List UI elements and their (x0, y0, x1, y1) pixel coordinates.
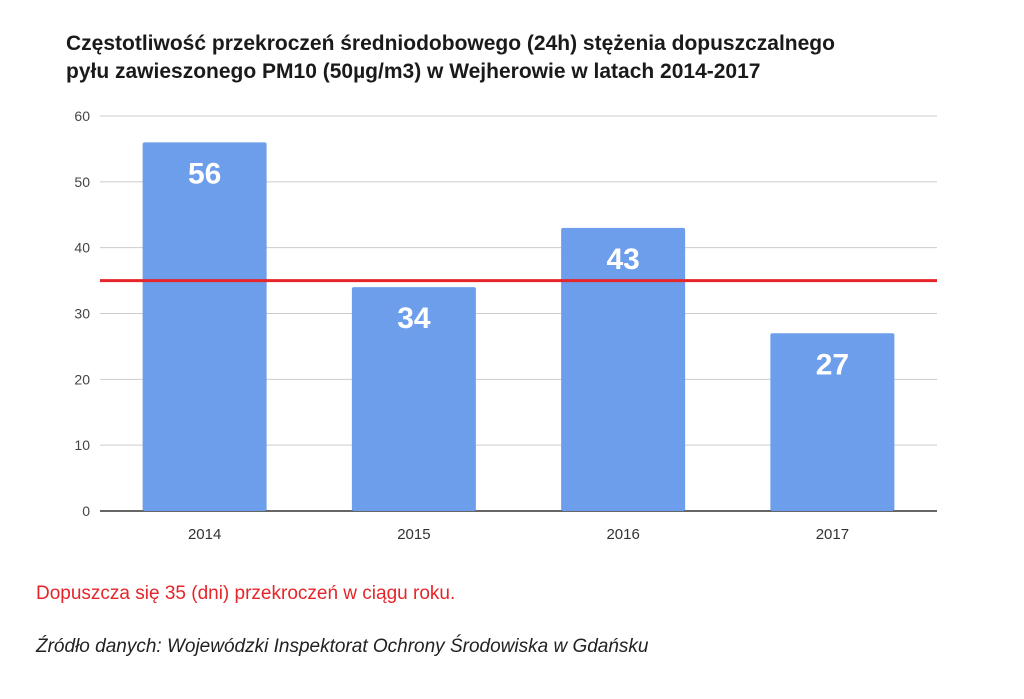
y-tick-label: 0 (82, 503, 90, 519)
data-source: Źródło danych: Wojewódzki Inspektorat Oc… (36, 636, 649, 657)
y-tick-label: 10 (74, 437, 90, 453)
bar (142, 142, 267, 512)
chart-title-line-2: pyłu zawieszonego PM10 (50µg/m3) w Wejhe… (66, 60, 761, 83)
bar (351, 287, 476, 511)
y-tick-label: 60 (74, 108, 90, 124)
y-tick-label: 30 (74, 306, 90, 322)
bar (561, 227, 686, 511)
data-label: 27 (816, 348, 849, 381)
bars: 56 34 43 27 (142, 142, 895, 512)
chart-title: Częstotliwość przekroczeń średniodoboweg… (66, 30, 966, 86)
x-tick-label: 2015 (397, 526, 430, 543)
data-label: 56 (188, 157, 221, 190)
data-label: 43 (606, 243, 639, 276)
threshold-note: Dopuszcza się 35 (dni) przekroczeń w cią… (36, 583, 456, 604)
y-tick-label: 20 (74, 371, 90, 387)
x-axis-ticks: 2014 2015 2016 2017 (188, 526, 849, 543)
bar (770, 333, 895, 511)
y-axis-ticks: 0 10 20 30 40 50 60 (74, 108, 90, 519)
x-tick-label: 2016 (606, 526, 639, 543)
x-tick-label: 2014 (188, 526, 221, 543)
chart-title-line-1: Częstotliwość przekroczeń średniodoboweg… (66, 32, 835, 55)
x-tick-label: 2017 (816, 526, 849, 543)
y-tick-label: 50 (74, 174, 90, 190)
y-tick-label: 40 (74, 240, 90, 256)
data-label: 34 (397, 302, 431, 335)
